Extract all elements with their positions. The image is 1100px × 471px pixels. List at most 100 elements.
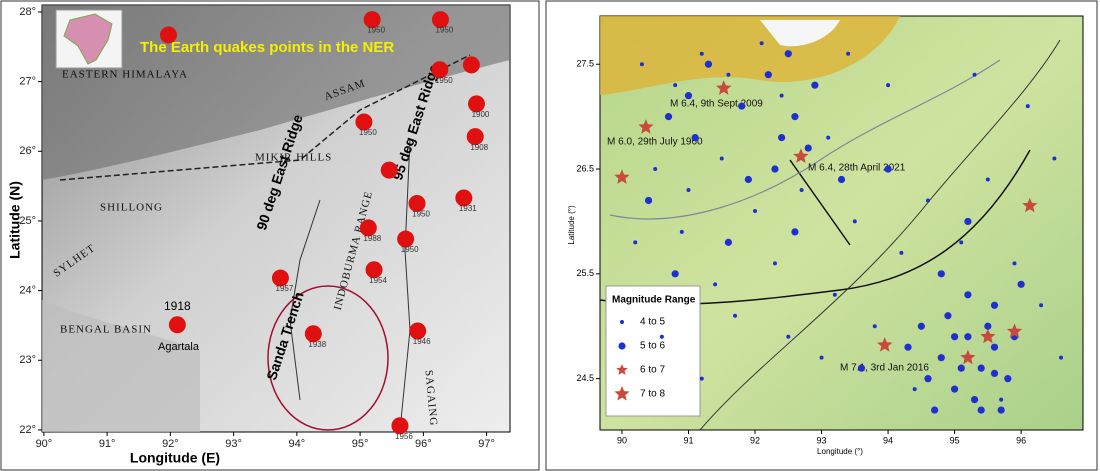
fault-line [699,39,1061,431]
quake-star [716,80,732,95]
quake-point-large [744,175,752,184]
quake-point-large [804,144,812,152]
quake-point-large [791,228,799,236]
quake-point-large [917,322,925,330]
quake-point-large [904,343,912,351]
quake-point-small [713,282,718,287]
quake-star [638,119,654,134]
quake-point-large [937,354,945,362]
quake-point-large [884,165,892,173]
quake-star [1022,197,1038,213]
quake-star [877,337,893,352]
quake-point-small [653,167,658,172]
quake-point-large [771,165,779,173]
quake-point-large [990,369,999,378]
quake-point-large [764,71,772,79]
y-tick-label: 25° [19,215,36,227]
quake-star [980,328,996,344]
region-label: SHILLONG [100,202,163,214]
earthquake-dot [359,219,377,237]
year-label: 1918 [164,299,191,313]
x-axis-label: Longitude (E) [130,450,220,466]
x-tick-label: 93° [225,438,242,450]
quake-point-large [957,364,965,372]
quake-point-small [846,51,851,56]
quake-point-large [837,175,846,184]
quake-point-large [1017,280,1025,288]
x-tick-label: 91° [99,438,116,450]
quake-point-large [964,333,972,341]
quake-point-large [937,270,945,278]
year-label: 1957 [276,284,294,293]
legend-marker [614,386,630,401]
year-label: 1988 [363,234,381,243]
y-tick-label: 22° [19,424,36,436]
quake-point-small [786,334,791,339]
quake-point-small [759,41,764,46]
quake-point-large [791,113,799,121]
quake-point-small [912,387,917,392]
quake-point-small [985,177,990,182]
quake-point-small [999,397,1004,402]
quake-point-large [964,291,972,299]
y-axis-label: Latitude (N) [7,181,23,259]
quake-point-large [724,238,733,246]
annotation: M 6.4, 9th Sept 2009 [670,99,763,110]
earthquake-dot [431,61,449,79]
x-axis-label: Longitude (°) [817,447,863,456]
quake-star [793,148,809,163]
earthquake-dot [408,195,426,213]
earthquake-dot [391,417,409,435]
fault-line [59,54,471,181]
x-tick-label: 90° [36,438,53,450]
quake-point-large [990,343,999,351]
legend-marker [618,342,626,350]
quake-point-large [857,364,866,372]
y-tick-label: 24° [19,285,36,297]
earthquake-dot [431,11,449,29]
legend-title: Magnitude Range [612,295,696,306]
region-label: BENGAL BASIN [60,324,152,336]
x-tick-label: 94 [883,435,893,445]
fault-line [399,139,411,431]
quake-point-large [671,270,679,278]
y-tick-label: 26° [19,145,36,157]
year-label: 1950 [367,26,385,35]
quake-point-small [925,198,930,203]
year-label: 1954 [369,276,387,285]
year-label: 1950 [401,245,419,254]
quake-point-small [1025,104,1030,109]
legend-marker [620,320,624,324]
quake-point-small [772,261,777,266]
x-tick-label: 96 [1016,435,1026,445]
earthquake-dot [462,56,480,74]
earthquake-dot [380,161,398,179]
legend-label: 6 to 7 [640,365,665,376]
quake-point-large [977,406,985,414]
legend-label: 4 to 5 [640,317,665,328]
quake-point-small [1012,261,1017,266]
quake-point-large [644,196,653,205]
y-tick-label: 28° [19,6,36,18]
quake-point-large [950,333,959,341]
annotation: M 7.1, 3rd Jan 2016 [840,363,929,374]
quake-point-small [733,313,738,318]
quake-point-small [699,51,704,56]
quake-point-large [931,406,939,414]
year-label: 1931 [459,204,477,213]
earthquake-dot [466,128,484,146]
quake-point-small [826,135,831,140]
quake-point-small [659,334,664,339]
region-label: MIKIR HILLS [255,152,332,164]
quake-point-small [639,62,644,67]
quake-star [1006,323,1023,338]
india-shape [63,13,113,65]
earthquake-dot [271,269,289,287]
y-tick-label: 25.5 [576,268,594,278]
quake-point-small [699,376,704,381]
fault-line [289,199,321,401]
year-label: 1950 [359,128,377,137]
quake-point-small [1039,303,1044,308]
y-tick-label: 24.5 [576,373,594,383]
